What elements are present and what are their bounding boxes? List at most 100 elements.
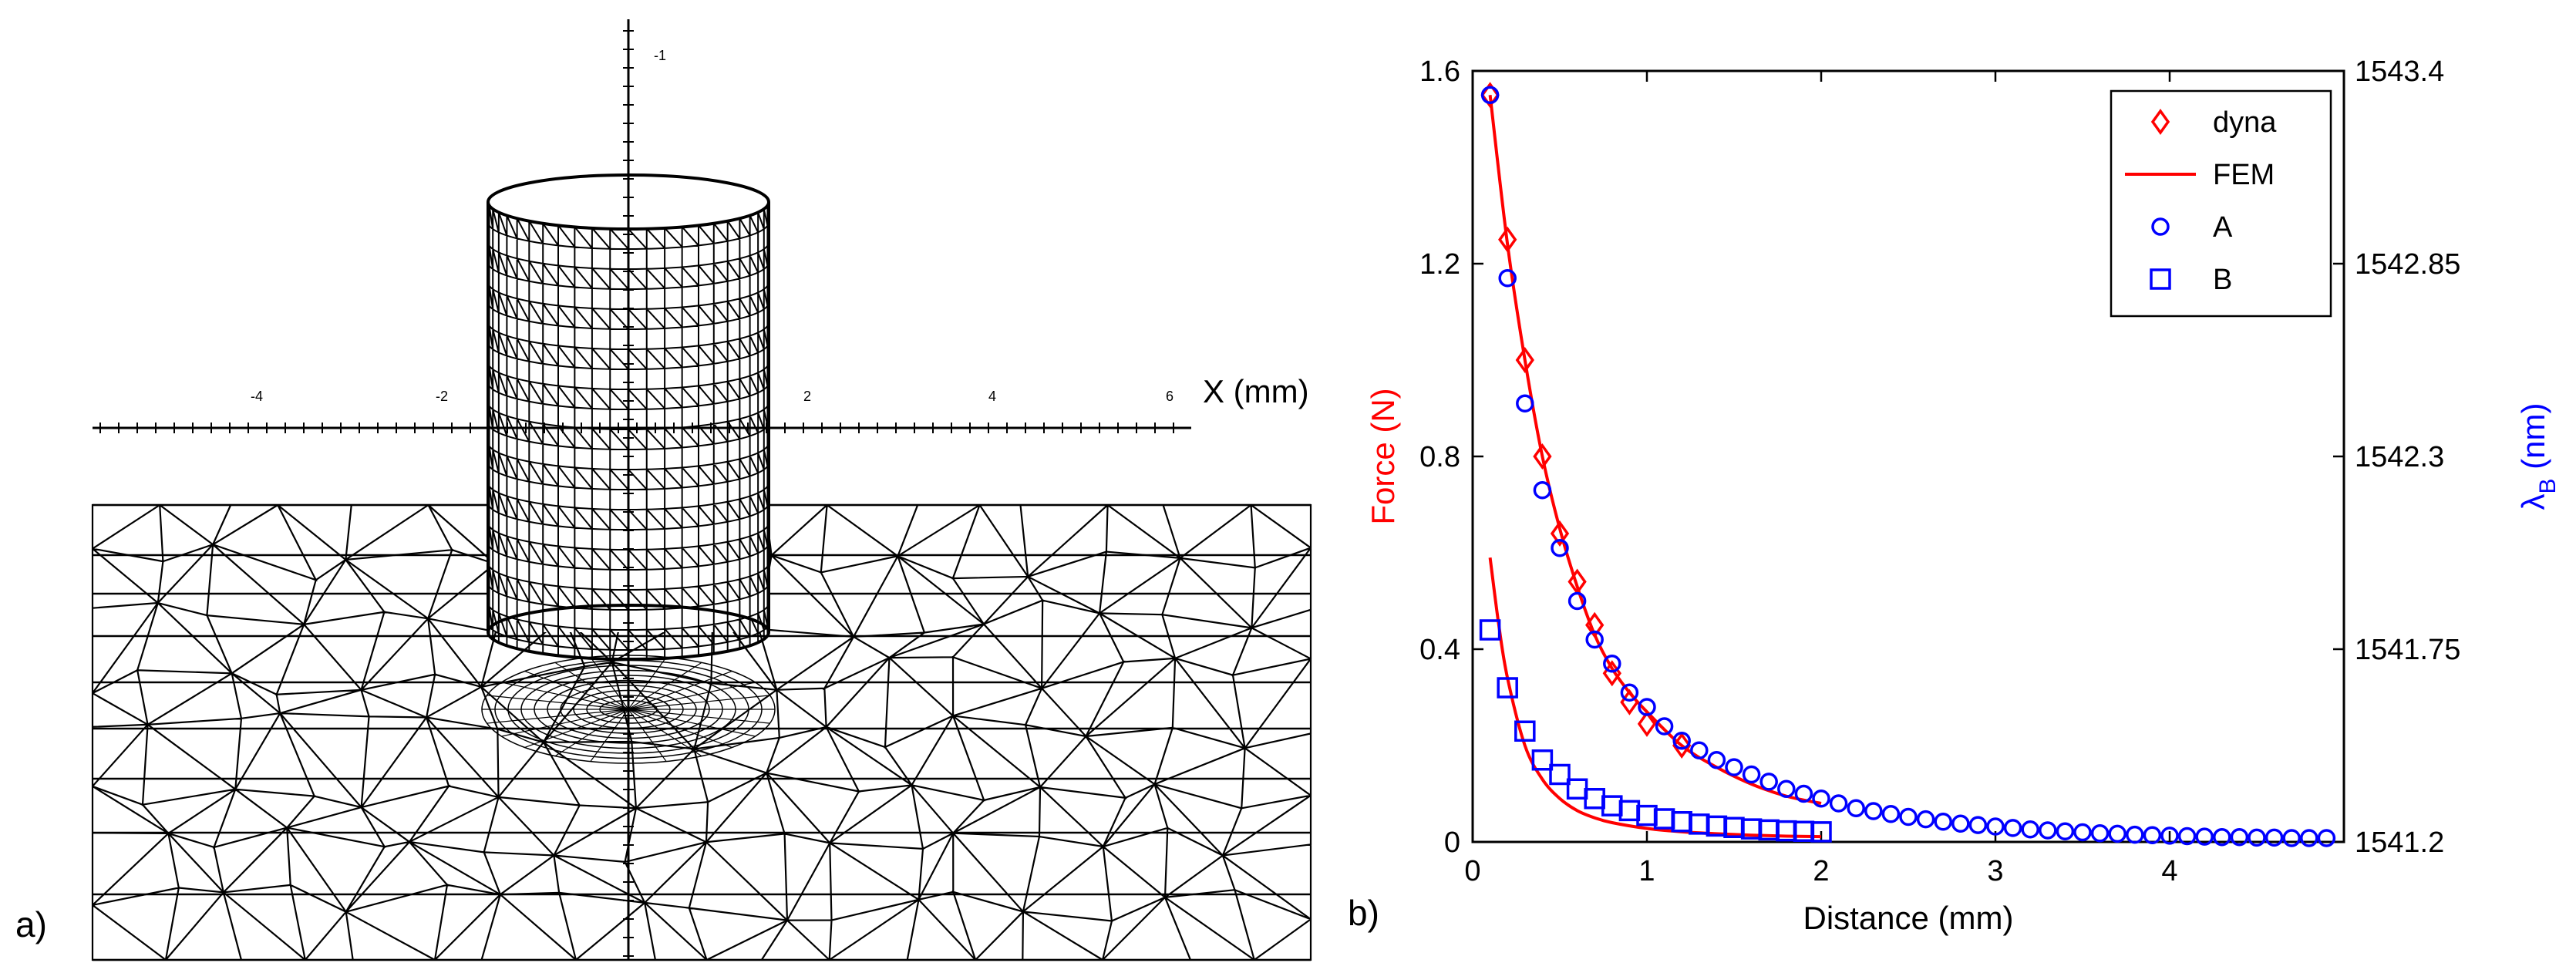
- x-tick-label: 0: [1464, 855, 1480, 887]
- data-point-a: [2021, 820, 2039, 839]
- x-tick-label: -4: [251, 389, 263, 404]
- data-point-a: [2143, 826, 2162, 844]
- mesh-triangles: [91, 503, 1312, 961]
- data-point-a: [1812, 790, 1830, 808]
- data-point-a: [1516, 394, 1534, 412]
- legend-marker-diamond: [2150, 108, 2170, 136]
- data-point-a: [1951, 814, 1970, 833]
- legend-label: A: [2213, 211, 2233, 244]
- lambda-subscript: B: [2535, 478, 2561, 493]
- x-tick-label: 4: [2161, 855, 2177, 887]
- data-point-a: [2073, 823, 2092, 842]
- lambda-unit: (nm): [2515, 402, 2551, 478]
- x-axis-title: Distance (mm): [1803, 900, 2013, 936]
- legend: dyna FEM AB: [2110, 89, 2332, 318]
- y-right-tick-label: 1542.3: [2355, 441, 2444, 473]
- panel-a-label: a): [15, 904, 47, 944]
- y-right-tick-label: 1541.2: [2355, 827, 2444, 859]
- y-axis-left-title: Force (N): [1365, 388, 1401, 524]
- y-right-tick-label: 1542.85: [2355, 248, 2460, 281]
- data-point-b: [1549, 763, 1571, 786]
- x-axis-label: X (mm): [1203, 373, 1309, 409]
- data-point-a: [1794, 784, 1813, 803]
- panel-a-mesh: X (mm) -4 -2 2 4 6 -1 a): [15, 19, 1312, 961]
- data-point-a: [2265, 828, 2284, 847]
- data-point-a: [1533, 481, 1552, 500]
- data-point-a: [2248, 828, 2266, 847]
- legend-item-a: A: [2151, 211, 2233, 244]
- data-point-a: [2300, 829, 2318, 847]
- panel-b-label: b): [1348, 893, 1379, 933]
- data-point-a: [1759, 773, 1778, 791]
- data-point-a: [1672, 732, 1691, 750]
- mesh-axes: X (mm) -4 -2 2 4 6 -1: [93, 19, 1309, 960]
- legend-item-b: B: [2150, 264, 2232, 296]
- data-point-b: [1479, 619, 1501, 641]
- y-left-tick-label: 0.4: [1419, 634, 1460, 666]
- x-tick-label: 2: [803, 389, 811, 404]
- data-point-a: [2213, 828, 2231, 847]
- data-point-a: [1567, 591, 1587, 611]
- y-axis-right-title: λB (nm): [2515, 402, 2561, 510]
- legend-marker-circle: [2151, 217, 2170, 236]
- x-tick-label: 4: [988, 389, 996, 404]
- y-right-tick-label: 1543.4: [2355, 56, 2444, 88]
- data-point-a: [1725, 758, 1743, 776]
- data-point-a: [1864, 802, 1883, 820]
- series-b: [1479, 619, 1832, 843]
- data-point-a: [1829, 794, 1848, 813]
- series-a: [1480, 86, 2336, 847]
- data-point-a: [1916, 810, 1935, 829]
- data-point-a: [1881, 805, 1901, 823]
- data-point-a: [2108, 824, 2126, 843]
- data-point-a: [1480, 86, 1500, 104]
- data-point-a: [1707, 751, 1726, 769]
- data-point-a: [1655, 717, 1674, 736]
- legend-box: [2110, 89, 2332, 318]
- legend-item-fem: FEM: [2125, 159, 2275, 191]
- data-point-a: [2039, 821, 2057, 840]
- data-point-dyna: [1533, 443, 1552, 470]
- data-point-a: [2282, 829, 2301, 847]
- data-point-a: [2160, 827, 2179, 845]
- legend-label: dyna: [2213, 106, 2277, 139]
- data-point-a: [2003, 819, 2022, 837]
- data-point-a: [1620, 683, 1639, 702]
- data-point-a: [1603, 655, 1621, 673]
- data-point-dyna: [1550, 520, 1570, 547]
- x-tick-label: 1: [1638, 855, 1655, 887]
- y-left-tick-label: 0: [1444, 827, 1460, 859]
- data-point-a: [1585, 630, 1604, 649]
- data-point-b: [1497, 677, 1518, 699]
- data-point-a: [1986, 817, 2005, 836]
- x-tick-label: 6: [1166, 389, 1174, 404]
- data-point-a: [1742, 765, 1761, 784]
- data-point-a: [1899, 807, 1918, 827]
- data-point-a: [1847, 799, 1865, 817]
- data-point-a: [2195, 827, 2214, 846]
- data-point-a: [2177, 827, 2197, 846]
- y-left-tick-label: 1.6: [1419, 56, 1460, 88]
- x-tick-label: -2: [436, 389, 448, 404]
- x-tick-label: 3: [1987, 855, 2003, 887]
- legend-label: FEM: [2213, 159, 2275, 191]
- data-point-a: [1968, 816, 1988, 834]
- data-point-a: [1934, 813, 1952, 831]
- panel-b-chart: 0 1 2 3 4 0 0.4 0.8 1.2 1.6 1541.2 1541.75 1542.3 154…: [1348, 56, 2561, 936]
- data-point-dyna: [1637, 710, 1657, 737]
- data-point-b: [1514, 720, 1536, 742]
- data-point-b: [1531, 749, 1554, 771]
- x-tick-label: 2: [1813, 855, 1829, 887]
- data-point-a: [2056, 822, 2075, 840]
- chart-series: [1479, 82, 2336, 847]
- data-point-a: [1498, 269, 1517, 288]
- data-point-a: [2317, 829, 2336, 847]
- data-point-a: [1690, 741, 1709, 759]
- y-right-tick-label: 1541.75: [2355, 634, 2460, 666]
- axis-ticks: 0 1 2 3 4 0 0.4 0.8 1.2 1.6 1541.2 1541.75 1542.3 154…: [1419, 56, 2460, 887]
- data-point-a: [1551, 539, 1569, 557]
- z-tick-label: -1: [654, 48, 666, 63]
- data-point-a: [2090, 824, 2110, 843]
- legend-item-dyna: dyna: [2150, 106, 2277, 139]
- y-left-tick-label: 1.2: [1419, 248, 1460, 281]
